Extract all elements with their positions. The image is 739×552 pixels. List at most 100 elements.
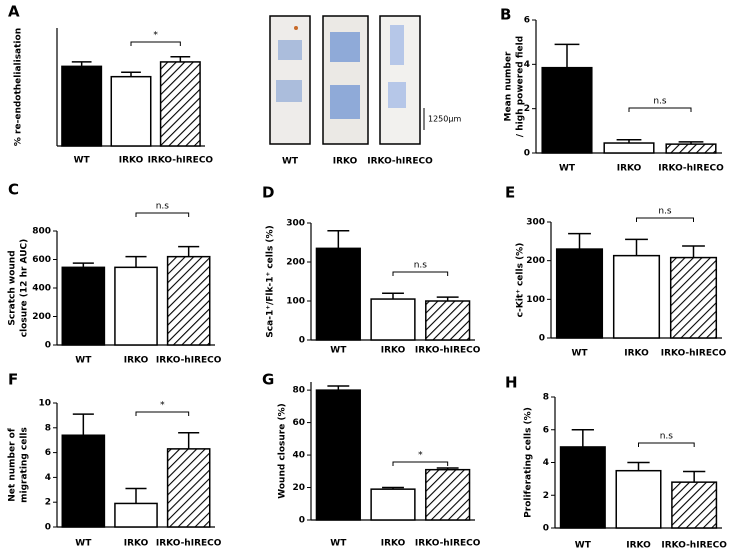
y-tick-label: 0 — [299, 336, 305, 346]
bar — [671, 481, 718, 529]
y-tick-label: 0 — [45, 523, 51, 533]
y-tick-label: 200 — [286, 258, 305, 268]
panel-label: D — [262, 184, 274, 202]
significance-bracket — [130, 41, 181, 46]
y-tick-label: 10 — [38, 399, 51, 409]
bar — [425, 300, 471, 341]
panel-label: G — [262, 371, 274, 389]
bar — [370, 488, 416, 521]
y-tick-label: 6 — [524, 16, 530, 26]
y-tick-label: 600 — [32, 255, 51, 265]
y-tick-label: 2 — [524, 104, 530, 114]
photo-label: WT — [282, 157, 299, 167]
x-tick-label: WT — [559, 164, 576, 174]
x-tick-label: IRKO — [626, 541, 651, 551]
bar — [166, 255, 211, 346]
y-tick-label: 200 — [526, 256, 545, 266]
significance-label: n.s — [653, 97, 667, 107]
panel-label: H — [505, 374, 518, 392]
x-tick-label: IRKO-hIRECO — [661, 541, 727, 551]
significance-label: * — [160, 401, 165, 411]
bar — [541, 66, 593, 154]
panel-label: E — [505, 184, 515, 202]
y-axis-label: Mean number — [504, 51, 514, 121]
y-tick-label: 4 — [524, 60, 530, 70]
significance-bracket — [135, 212, 190, 217]
bar — [612, 254, 661, 339]
y-tick-label: 200 — [32, 312, 51, 322]
y-axis-label: Proliferating cells (%) — [524, 407, 534, 518]
x-tick-label: IRKO — [124, 539, 149, 549]
y-axis-label: % re-endothelialisation — [14, 28, 24, 146]
significance-label: n.s — [156, 202, 170, 212]
y-axis-label: closure (12 hr AUC) — [20, 239, 30, 338]
y-tick-label: 8 — [543, 393, 549, 403]
x-tick-label: WT — [75, 356, 92, 366]
bar — [159, 61, 201, 147]
x-tick-label: WT — [330, 346, 347, 356]
y-tick-label: 4 — [543, 458, 549, 468]
y-tick-label: 60 — [292, 418, 305, 428]
y-tick-label: 0 — [45, 341, 51, 351]
x-tick-label: IRKO — [124, 356, 149, 366]
y-tick-label: 400 — [32, 284, 51, 294]
x-tick-label: IRKO — [381, 539, 406, 549]
photo-label: IRKO — [333, 157, 358, 167]
y-tick-label: 6 — [45, 448, 51, 458]
scale-bar-label: 1250µm — [428, 115, 461, 124]
significance-label: n.s — [660, 432, 674, 442]
bar — [61, 65, 103, 147]
significance-bracket — [135, 411, 190, 416]
bar — [110, 75, 152, 147]
y-axis-label: migrating cells — [20, 427, 30, 503]
y-tick-label: 0 — [543, 524, 549, 534]
y-tick-label: 80 — [292, 386, 305, 396]
bar — [61, 266, 106, 346]
y-axis-label: Net number of — [8, 428, 18, 502]
significance-bracket — [636, 217, 694, 222]
panel-label: C — [8, 181, 19, 199]
y-tick-label: 100 — [286, 297, 305, 307]
bar — [61, 434, 106, 528]
bar — [425, 468, 471, 521]
bar — [603, 142, 655, 154]
bar — [559, 446, 606, 529]
x-tick-label: IRKO-hIRECO — [156, 356, 222, 366]
significance-bracket — [392, 461, 449, 466]
x-tick-label: WT — [74, 156, 91, 166]
x-tick-label: IRKO-hIRECO — [661, 349, 727, 359]
x-tick-label: IRKO — [617, 164, 642, 174]
y-axis-label: Scratch wound — [8, 250, 18, 325]
bar — [615, 469, 662, 529]
y-tick-label: 0 — [539, 334, 545, 344]
y-axis-label: c-Kit⁺ cells (%) — [516, 243, 526, 318]
y-tick-label: 0 — [299, 516, 305, 526]
x-tick-label: WT — [575, 541, 592, 551]
x-tick-label: IRKO — [119, 156, 144, 166]
panel-label: F — [8, 371, 18, 389]
significance-bracket — [628, 107, 692, 112]
y-tick-label: 2 — [45, 498, 51, 508]
y-tick-label: 4 — [45, 473, 51, 483]
y-tick-label: 300 — [286, 219, 305, 229]
x-tick-label: IRKO-hIRECO — [156, 539, 222, 549]
bar — [114, 502, 158, 528]
significance-bracket — [392, 271, 449, 276]
significance-label: * — [153, 31, 158, 41]
photo-label: IRKO-hIRECO — [367, 157, 433, 167]
bar — [166, 448, 211, 528]
bar — [555, 248, 604, 339]
y-tick-label: 6 — [543, 425, 549, 435]
bar — [665, 143, 717, 154]
y-axis-label: Wound closure (%) — [278, 403, 288, 498]
x-tick-label: WT — [75, 539, 92, 549]
significance-bracket — [638, 442, 695, 447]
bar — [669, 256, 718, 339]
y-tick-label: 0 — [524, 149, 530, 159]
x-tick-label: IRKO — [381, 346, 406, 356]
photos — [269, 15, 425, 145]
panel-label: B — [500, 6, 511, 24]
y-tick-label: 8 — [45, 423, 51, 433]
bar — [315, 389, 361, 521]
